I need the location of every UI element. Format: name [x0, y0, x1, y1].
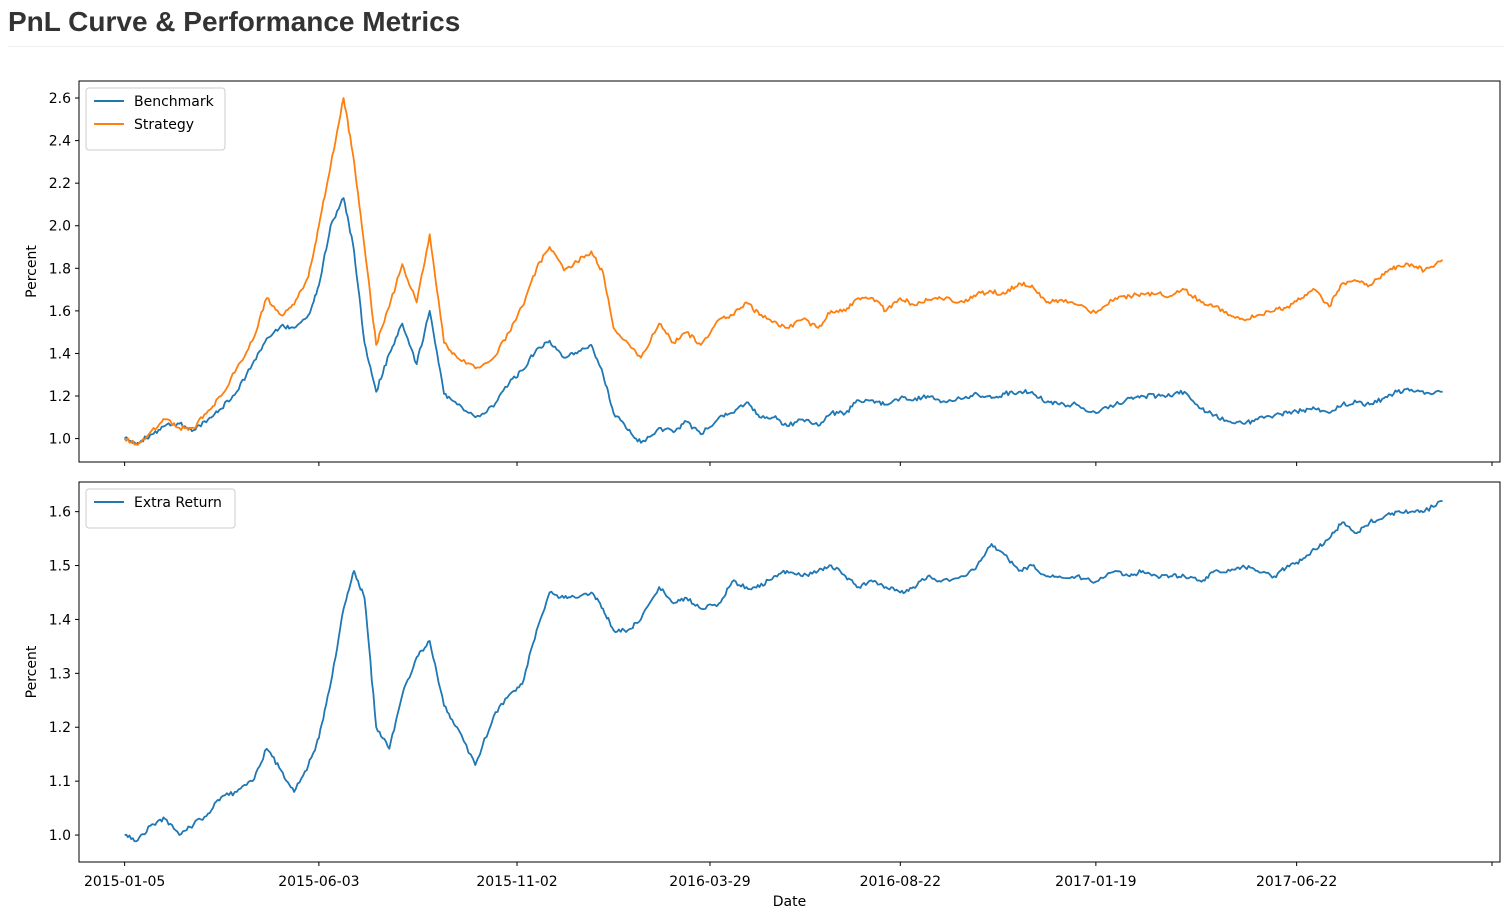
panel-2-y-tick-label: 1.5 [49, 559, 71, 575]
panel-1-y-axis-label: Percent [24, 245, 40, 298]
panel-2-y-tick-label: 1.4 [49, 612, 71, 628]
panel-2-x-tick-label: 2015-11-02 [476, 874, 557, 890]
panel-2-x-tick-label: 2016-08-22 [860, 874, 941, 890]
panel-1-frame [78, 80, 1501, 463]
panel-2-y-axis-label: Percent [24, 645, 40, 698]
panel-1-y-tick-label: 2.6 [49, 91, 71, 107]
panel-2-x-tick-label: 2017-01-19 [1055, 874, 1136, 890]
panel-2-x-tick-label: 2017-06-22 [1256, 874, 1337, 890]
panel-2-y-tick-label: 1.2 [49, 720, 71, 736]
page-title: PnL Curve & Performance Metrics [8, 6, 461, 37]
panel-2-series-extra-return [124, 500, 1443, 843]
panel-2-legend-label-extra-return: Extra Return [134, 495, 222, 511]
panel-2-y-tick-label: 1.6 [49, 505, 71, 521]
panel-2-legend [85, 488, 236, 529]
panel-1-y-tick-label: 1.0 [49, 432, 71, 448]
panel-1-y-tick-label: 2.4 [49, 134, 71, 150]
panel-1-legend [85, 87, 226, 151]
panel-1-y-tick-label: 1.8 [49, 261, 71, 277]
panel-1-y-tick-label: 2.2 [49, 176, 71, 192]
panel-2-frame [78, 481, 1501, 863]
title-divider [8, 46, 1504, 47]
panel-2-y-tick-label: 1.3 [49, 666, 71, 682]
panel-1-y-tick-label: 1.2 [49, 389, 71, 405]
panel-2-x-tick-label: 2015-06-03 [278, 874, 359, 890]
panel-1-y-tick-label: 1.4 [49, 346, 71, 362]
panel-2-y-tick-label: 1.0 [49, 828, 71, 844]
panel-1-legend-label-strategy: Strategy [134, 117, 194, 133]
panel-1-series-strategy [123, 97, 1444, 446]
panel-2-x-tick-label: 2015-01-05 [84, 874, 165, 890]
panel-2-x-tick-label: 2016-03-29 [669, 874, 750, 890]
panel-1-y-tick-label: 2.0 [49, 219, 71, 235]
panel-1-series-benchmark [124, 197, 1443, 446]
panel-1-y-tick-label: 1.6 [49, 304, 71, 320]
panel-1-legend-label-benchmark: Benchmark [134, 94, 215, 110]
panel-2-y-tick-label: 1.1 [49, 774, 71, 790]
panel-2-x-axis-label: Date [773, 894, 806, 910]
